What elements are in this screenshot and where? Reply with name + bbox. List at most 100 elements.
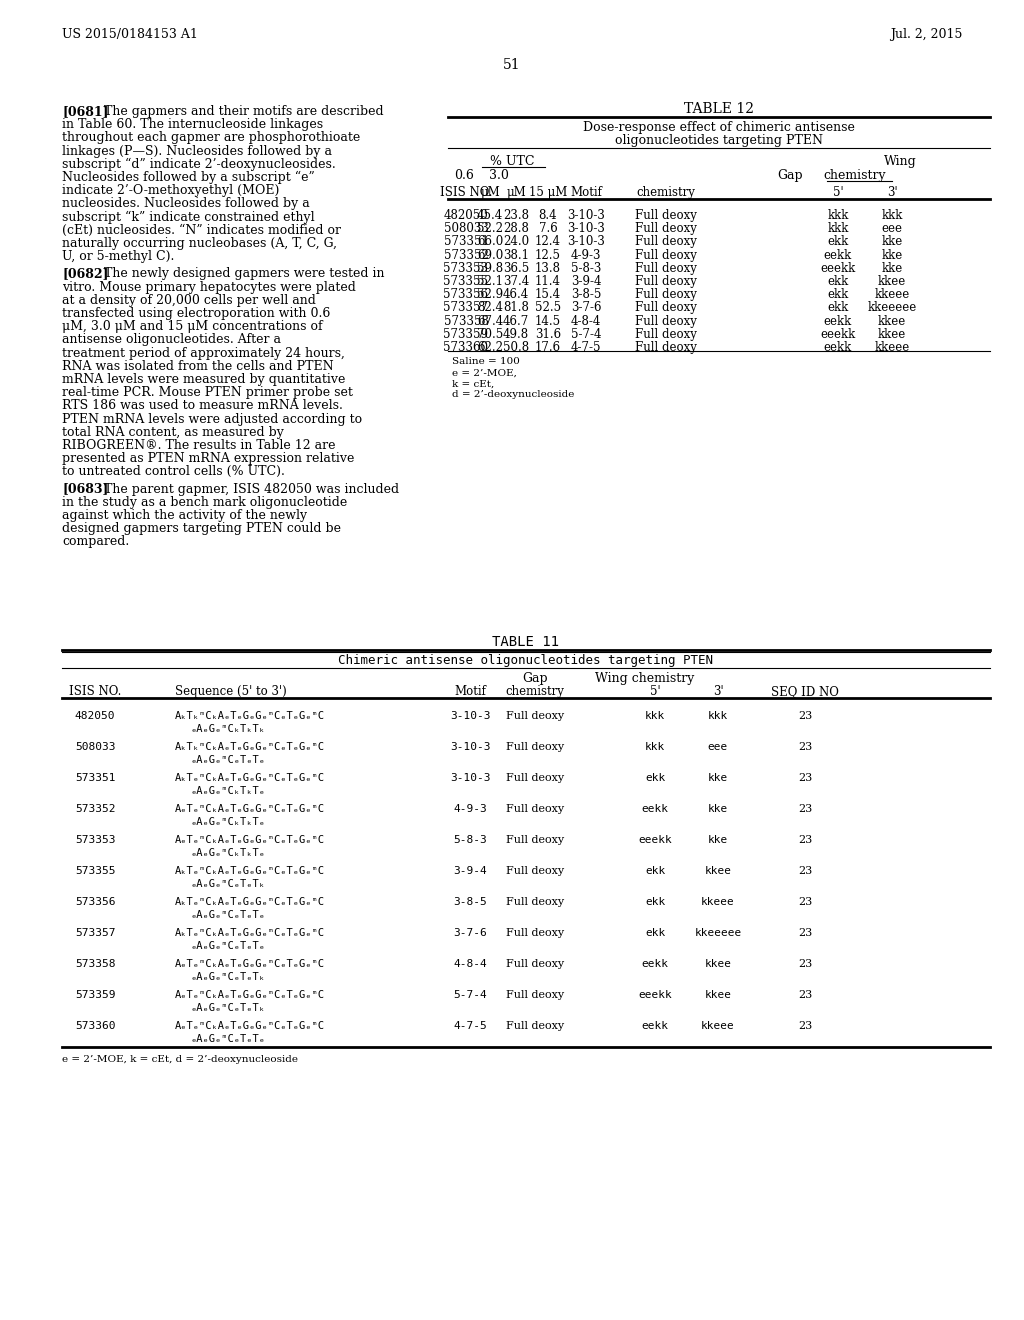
Text: 573353: 573353 (75, 836, 116, 845)
Text: Gap: Gap (777, 169, 803, 182)
Text: eee: eee (882, 222, 902, 235)
Text: (cEt) nucleosides. “N” indicates modified or: (cEt) nucleosides. “N” indicates modifie… (62, 224, 341, 236)
Text: ₑAₑGₑᵐCₑTₑTₖ: ₑAₑGₑᵐCₑTₑTₖ (190, 972, 265, 982)
Text: Full deoxy: Full deoxy (506, 742, 564, 752)
Text: AₑTₑᵐCₖAₑTₑGₑGₑᵐCₑTₑGₑᵐC: AₑTₑᵐCₖAₑTₑGₑGₑᵐCₑTₑGₑᵐC (175, 1020, 325, 1031)
Text: 4-9-3: 4-9-3 (454, 804, 486, 814)
Text: Full deoxy: Full deoxy (506, 928, 564, 939)
Text: Saline = 100: Saline = 100 (452, 358, 520, 366)
Text: ₑAₑGₑᵐCₑTₑTₑ: ₑAₑGₑᵐCₑTₑTₑ (190, 909, 265, 920)
Text: Full deoxy: Full deoxy (506, 866, 564, 876)
Text: 46.7: 46.7 (503, 314, 529, 327)
Text: 52.9: 52.9 (477, 288, 503, 301)
Text: throughout each gapmer are phosphorothioate: throughout each gapmer are phosphorothio… (62, 132, 360, 144)
Text: kkeee: kkeee (701, 898, 735, 907)
Text: 23: 23 (798, 774, 812, 783)
Text: in Table 60. The internucleoside linkages: in Table 60. The internucleoside linkage… (62, 119, 324, 131)
Text: Full deoxy: Full deoxy (635, 275, 697, 288)
Text: 573357: 573357 (443, 301, 488, 314)
Text: 3-9-4: 3-9-4 (570, 275, 601, 288)
Text: 0.6: 0.6 (454, 169, 474, 182)
Text: 50.8: 50.8 (503, 341, 529, 354)
Text: The newly designed gapmers were tested in: The newly designed gapmers were tested i… (104, 268, 384, 280)
Text: ₑAₑGₑᵐCₑTₑTₖ: ₑAₑGₑᵐCₑTₑTₖ (190, 1003, 265, 1012)
Text: eeekk: eeekk (820, 327, 856, 341)
Text: indicate 2’-O-methoxyethyl (MOE): indicate 2’-O-methoxyethyl (MOE) (62, 185, 280, 197)
Text: μM, 3.0 μM and 15 μM concentrations of: μM, 3.0 μM and 15 μM concentrations of (62, 321, 323, 333)
Text: vitro. Mouse primary hepatocytes were plated: vitro. Mouse primary hepatocytes were pl… (62, 281, 356, 293)
Text: kke: kke (882, 248, 902, 261)
Text: 5': 5' (833, 186, 844, 199)
Text: oligonucleotides targeting PTEN: oligonucleotides targeting PTEN (615, 135, 823, 147)
Text: Chimeric antisense oligonucleotides targeting PTEN: Chimeric antisense oligonucleotides targ… (339, 653, 714, 667)
Text: ₑAₑGₑᵐCₑTₑTₖ: ₑAₑGₑᵐCₑTₑTₖ (190, 879, 265, 888)
Text: 3-10-3: 3-10-3 (567, 235, 605, 248)
Text: 7.6: 7.6 (539, 222, 557, 235)
Text: 36.5: 36.5 (503, 261, 529, 275)
Text: Full deoxy: Full deoxy (635, 261, 697, 275)
Text: 69.0: 69.0 (477, 248, 503, 261)
Text: RNA was isolated from the cells and PTEN: RNA was isolated from the cells and PTEN (62, 360, 334, 372)
Text: kkk: kkk (827, 209, 849, 222)
Text: eekk: eekk (824, 314, 852, 327)
Text: 23: 23 (798, 804, 812, 814)
Text: presented as PTEN mRNA expression relative: presented as PTEN mRNA expression relati… (62, 453, 354, 465)
Text: Nucleosides followed by a subscript “e”: Nucleosides followed by a subscript “e” (62, 172, 314, 185)
Text: 81.8: 81.8 (503, 301, 529, 314)
Text: linkages (P—S). Nucleosides followed by a: linkages (P—S). Nucleosides followed by … (62, 145, 332, 157)
Text: subscript “k” indicate constrained ethyl: subscript “k” indicate constrained ethyl (62, 211, 314, 224)
Text: ekk: ekk (645, 866, 666, 876)
Text: Full deoxy: Full deoxy (506, 836, 564, 845)
Text: k = cEt,: k = cEt, (452, 379, 495, 388)
Text: chemistry: chemistry (506, 685, 564, 698)
Text: 4-8-4: 4-8-4 (570, 314, 601, 327)
Text: Full deoxy: Full deoxy (506, 898, 564, 907)
Text: Full deoxy: Full deoxy (635, 222, 697, 235)
Text: to untreated control cells (% UTC).: to untreated control cells (% UTC). (62, 466, 285, 478)
Text: RIBOGREEN®. The results in Table 12 are: RIBOGREEN®. The results in Table 12 are (62, 440, 336, 451)
Text: 15.4: 15.4 (535, 288, 561, 301)
Text: Wing: Wing (884, 154, 916, 168)
Text: AₑTₑᵐCₖAₑTₑGₑGₑᵐCₑTₑGₑᵐC: AₑTₑᵐCₖAₑTₑGₑGₑᵐCₑTₑGₑᵐC (175, 804, 325, 814)
Text: 49.8: 49.8 (503, 327, 529, 341)
Text: ekk: ekk (827, 301, 849, 314)
Text: 573351: 573351 (75, 774, 116, 783)
Text: 14.5: 14.5 (535, 314, 561, 327)
Text: % UTC: % UTC (489, 154, 535, 168)
Text: 45.4: 45.4 (477, 209, 503, 222)
Text: ekk: ekk (645, 898, 666, 907)
Text: 3-8-5: 3-8-5 (570, 288, 601, 301)
Text: total RNA content, as measured by: total RNA content, as measured by (62, 426, 284, 438)
Text: eeekk: eeekk (638, 990, 672, 1001)
Text: kkk: kkk (645, 711, 666, 721)
Text: 67.4: 67.4 (477, 314, 503, 327)
Text: kkee: kkee (705, 990, 731, 1001)
Text: Jul. 2, 2015: Jul. 2, 2015 (890, 28, 962, 41)
Text: Full deoxy: Full deoxy (506, 960, 564, 969)
Text: kkk: kkk (708, 711, 728, 721)
Text: kkee: kkee (878, 314, 906, 327)
Text: [0682]: [0682] (62, 268, 109, 280)
Text: 3': 3' (713, 685, 723, 698)
Text: 3-10-3: 3-10-3 (450, 742, 490, 752)
Text: 5-8-3: 5-8-3 (570, 261, 601, 275)
Text: 52.2: 52.2 (477, 222, 503, 235)
Text: Dose-response effect of chimeric antisense: Dose-response effect of chimeric antisen… (583, 121, 855, 135)
Text: Full deoxy: Full deoxy (635, 209, 697, 222)
Text: ₑAₑGₑᵐCₖTₖTₑ: ₑAₑGₑᵐCₖTₖTₑ (190, 817, 265, 828)
Text: 66.0: 66.0 (477, 235, 503, 248)
Text: kke: kke (882, 235, 902, 248)
Text: 573358: 573358 (75, 960, 116, 969)
Text: 12.5: 12.5 (535, 248, 561, 261)
Text: 3-10-3: 3-10-3 (450, 774, 490, 783)
Text: nucleosides. Nucleosides followed by a: nucleosides. Nucleosides followed by a (62, 198, 309, 210)
Text: Full deoxy: Full deoxy (506, 990, 564, 1001)
Text: 82.4: 82.4 (477, 301, 503, 314)
Text: 3-10-3: 3-10-3 (450, 711, 490, 721)
Text: 8.4: 8.4 (539, 209, 557, 222)
Text: eekk: eekk (641, 1020, 669, 1031)
Text: 573356: 573356 (75, 898, 116, 907)
Text: mRNA levels were measured by quantitative: mRNA levels were measured by quantitativ… (62, 374, 345, 385)
Text: 573351: 573351 (443, 235, 488, 248)
Text: RTS 186 was used to measure mRNA levels.: RTS 186 was used to measure mRNA levels. (62, 400, 343, 412)
